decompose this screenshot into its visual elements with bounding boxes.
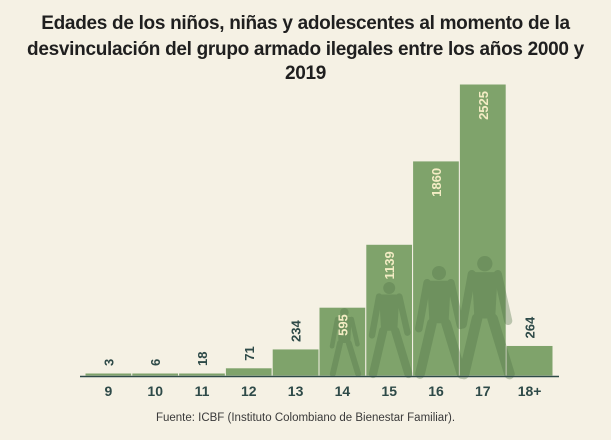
- silhouette-decoration: [329, 256, 515, 380]
- value-label-14: 595: [335, 314, 350, 336]
- category-label-13: 13: [288, 383, 304, 399]
- value-label-11: 18: [195, 352, 210, 366]
- category-label-18+: 18+: [518, 383, 542, 399]
- category-label-9: 9: [105, 383, 113, 399]
- value-label-9: 3: [101, 359, 116, 366]
- bar-17: [458, 83, 507, 377]
- teen-silhouette-icon: [415, 266, 467, 379]
- category-label-10: 10: [147, 383, 163, 399]
- bar-18+: [505, 344, 554, 377]
- bar-14: [318, 306, 367, 377]
- adolescent-silhouette-icon: [458, 256, 515, 380]
- category-label-12: 12: [241, 383, 257, 399]
- bar-13: [271, 348, 320, 377]
- value-label-10: 6: [148, 359, 163, 366]
- value-labels-group: 3 6 18 71 234 595 1139 1860 2525 264: [101, 91, 537, 366]
- chart-title-line-1: Edades de los niños, niñas y adolescente…: [41, 13, 570, 34]
- bars-group: [84, 83, 554, 377]
- value-label-18+: 264: [523, 316, 538, 338]
- bar-10: [131, 372, 180, 377]
- bar-9: [84, 372, 133, 377]
- value-label-16: 1860: [429, 168, 444, 197]
- category-label-16: 16: [428, 383, 444, 399]
- chart-title-line-2: desvinculación del grupo armado ilegales…: [27, 39, 584, 84]
- value-label-17: 2525: [476, 91, 491, 120]
- value-label-13: 234: [289, 319, 304, 341]
- bar-12: [224, 367, 273, 377]
- category-label-11: 11: [195, 383, 210, 399]
- category-label-15: 15: [381, 383, 397, 399]
- value-label-15: 1139: [382, 251, 397, 279]
- category-label-17: 17: [475, 383, 491, 399]
- category-label-14: 14: [335, 383, 351, 399]
- bar-11: [178, 372, 226, 377]
- boy-silhouette-icon: [368, 282, 413, 379]
- category-labels-group: 9 10 11 12 13 14 15 16 17 18+: [105, 383, 542, 399]
- source-note: Fuente: ICBF (Instituto Colombiano de Bi…: [155, 412, 456, 424]
- value-label-12: 71: [242, 346, 257, 360]
- bar-16: [412, 160, 460, 377]
- child-silhouette-icon: [329, 308, 362, 377]
